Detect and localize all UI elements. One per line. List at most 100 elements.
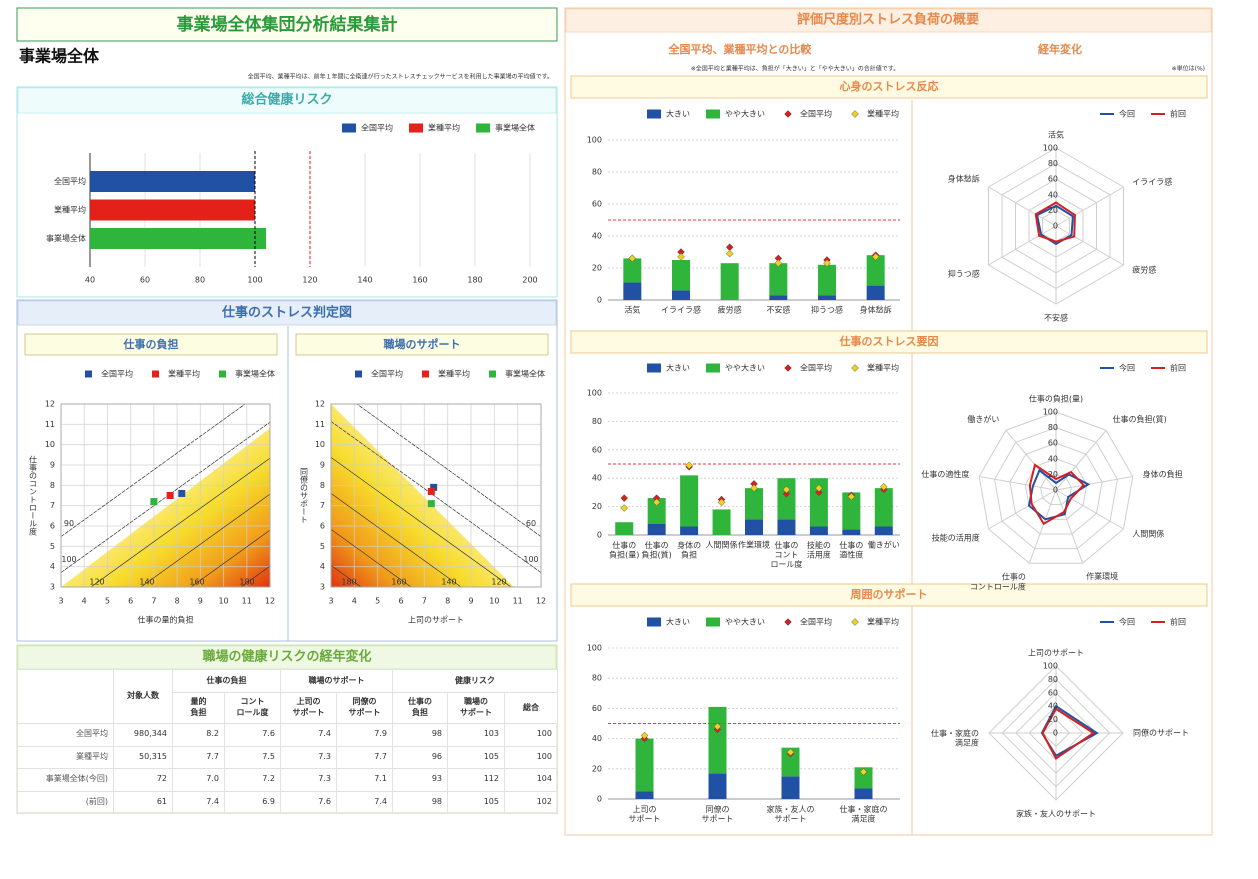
risk-table: 対象人数 仕事の負担 職場のサポート 健康リスク 量的 負担 コント ロール度 上司の サポ… (17, 669, 558, 814)
unit-note: ※単位は(%) (1172, 65, 1205, 73)
x-tick-label: 活気 (624, 305, 640, 315)
contour-label: 180 (341, 578, 356, 587)
y-tick-label: 40 (592, 232, 602, 241)
x-tick-label: 140 (357, 276, 372, 285)
bar-segment (809, 478, 828, 527)
spoke (988, 186, 1057, 227)
table-cell: 98 (392, 723, 448, 747)
y-tick-label: 11 (45, 420, 55, 429)
bar-segment (745, 488, 763, 520)
table-cell: 7.3 (280, 745, 337, 769)
y-tick-label: 100 (587, 644, 602, 653)
axis-label: 同僚のサポート (1133, 728, 1189, 738)
x-tick-label: 4 (82, 597, 87, 606)
marker (847, 492, 856, 501)
corner-cell (17, 669, 114, 724)
header-cell: コント ロール度 (224, 692, 281, 724)
contour-line (330, 421, 542, 573)
section-title: 職場の健康リスクの経年変化 (202, 649, 371, 665)
bar (90, 199, 255, 221)
x-tick-label: 12 (536, 597, 546, 606)
legend-label: 事業場全体 (235, 369, 275, 379)
x-tick-label: 仕事の負担(質) (642, 540, 672, 560)
legend-label: 全国平均 (371, 369, 403, 379)
spoke (1055, 225, 1124, 266)
spoke (1055, 489, 1084, 564)
x-tick-label: 160 (412, 276, 427, 285)
x-tick-label: 4 (352, 597, 357, 606)
bar-segment (866, 255, 885, 286)
x-tick-label: 60 (140, 276, 150, 285)
r-tick-label: 0 (1053, 486, 1058, 495)
x-tick-label: 200 (522, 276, 537, 285)
y-tick-label: 0 (597, 296, 602, 305)
y-tick-label: 80 (592, 674, 602, 683)
table-row: 業種平均 50,315 7.7 7.5 7.3 7.7 96 105 100 (17, 745, 558, 769)
y-axis-label: 同僚のサポート (300, 468, 309, 524)
x-axis-label: 仕事の量的負担 (138, 615, 194, 625)
r-tick-label: 40 (1048, 454, 1058, 463)
table-cell: 6.9 (224, 790, 281, 814)
legend-marker (409, 123, 423, 133)
x-tick-label: 80 (195, 276, 205, 285)
marker (782, 489, 791, 498)
table-cell: 7.7 (172, 745, 225, 769)
marker (620, 494, 629, 502)
x-tick-label: 10 (218, 597, 228, 606)
y-tick-label: 7 (320, 501, 325, 510)
bar-segment (623, 258, 642, 283)
legend-marker (706, 109, 720, 119)
marker (786, 748, 795, 757)
y-tick-label: 業種平均 (54, 205, 86, 215)
header-row: 量的 負担 コント ロール度 上司の サポート 同僚の サポート 仕事の 負担 職場の サ… (18, 692, 558, 724)
table-cell: 8.2 (172, 723, 225, 747)
bar-segment (842, 492, 861, 530)
title-box (16, 7, 558, 42)
legend-marker (219, 370, 226, 378)
table-cell: 93 (392, 768, 448, 792)
legend-marker (355, 370, 362, 378)
spoke (988, 489, 1057, 530)
legend-marker (784, 618, 792, 626)
point (427, 487, 435, 495)
legend-label: 全国平均 (800, 617, 832, 627)
y-tick-label: 3 (50, 583, 55, 592)
y-tick-label: 80 (592, 417, 602, 426)
spoke (988, 225, 1057, 266)
table-cell: 98 (392, 790, 448, 814)
marker (677, 252, 685, 261)
bar-segment (680, 475, 699, 527)
bar-segment (854, 767, 873, 789)
legend-label: 大きい (666, 363, 690, 373)
bar-segment (708, 773, 727, 799)
legend-label: 業種平均 (168, 369, 200, 379)
legend-marker (784, 110, 792, 118)
y-tick-label: 10 (45, 440, 55, 449)
header-row: 対象人数 仕事の負担 職場のサポート 健康リスク (17, 669, 558, 724)
contour-line (140, 493, 271, 588)
y-tick-label: 9 (320, 461, 325, 470)
header-cell: 健康リスク (392, 669, 558, 693)
panel-heading: 経年変化 (1038, 42, 1082, 56)
header-cell: 対象人数 (113, 669, 173, 724)
x-tick-label: 8 (175, 597, 180, 606)
y-tick-label: 60 (592, 445, 602, 454)
radar-line (1035, 204, 1074, 246)
legend-label: 大きい (666, 617, 690, 627)
y-tick-label: 6 (50, 522, 55, 531)
x-tick-label: 身体の負担 (677, 540, 701, 560)
x-tick-label: 人間関係 (706, 541, 738, 550)
axis-label: 上司のサポート (1028, 649, 1084, 658)
legend-label: やや大きい (725, 363, 765, 373)
x-tick-label: 40 (85, 276, 95, 285)
r-tick-label: 60 (1048, 688, 1058, 697)
x-tick-label: 身体愁訴 (860, 305, 892, 315)
plot-frame (60, 403, 271, 588)
legend-marker (489, 370, 496, 378)
x-tick-label: 5 (375, 597, 380, 606)
header-cell: 職場の サポート (447, 692, 505, 724)
legend-label: 業種平均 (438, 369, 470, 379)
contour-line (356, 403, 542, 537)
marker (652, 498, 661, 507)
